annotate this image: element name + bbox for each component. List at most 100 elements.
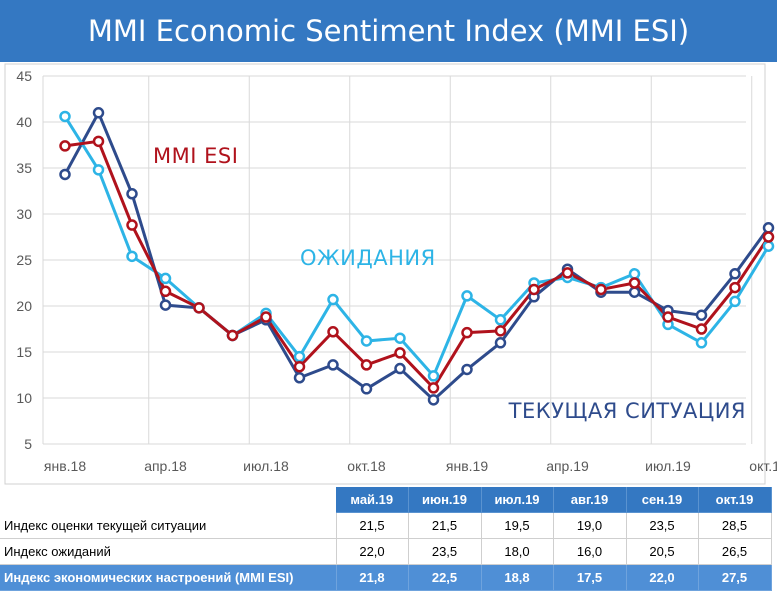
data-point [427,394,440,406]
table-cell: 19,5 [481,512,554,539]
x-tick-label: июл.18 [243,458,289,474]
row-label: Индекс экономических настроений (MMI ESI… [0,564,337,591]
data-point [762,231,775,243]
data-point [92,164,105,176]
y-tick-label: 35 [16,160,32,176]
data-point [260,311,272,323]
table-cell: 28,5 [698,512,772,539]
data-point [394,362,406,375]
y-tick-label: 10 [16,390,32,406]
data-point [461,326,473,339]
table-col-header: май.19 [336,487,409,513]
data-point [159,299,172,311]
data-point [729,295,741,308]
x-tick-label: янв.18 [44,458,86,474]
y-tick-label: 15 [16,344,32,360]
table-cell: 21,5 [336,512,409,539]
data-point [461,363,473,376]
data-point [628,277,641,289]
table-cell: 22,5 [408,564,482,591]
table-row-current: Индекс оценки текущей ситуации 21,5 21,5… [0,512,772,539]
data-point [595,283,607,296]
table-cell: 26,5 [698,538,772,565]
chart-title: MMI Economic Sentiment Index (MMI ESI) [87,14,690,48]
y-tick-label: 45 [16,68,32,84]
y-tick-label: 30 [16,206,32,222]
table-cell: 20,5 [626,538,699,565]
table-row-expectations: Индекс ожиданий 22,0 23,5 18,0 16,0 20,5… [0,538,772,565]
table-cell: 21,5 [408,512,482,539]
data-point [327,326,339,338]
data-point [461,290,473,302]
data-point [327,293,339,306]
data-point [159,285,172,298]
data-point [59,110,71,123]
data-point [762,222,775,234]
data-point [729,268,741,280]
data-point [193,302,205,314]
data-point [494,314,507,326]
y-tick-label: 25 [16,252,32,268]
table-cell: 23,5 [626,512,699,539]
data-point [226,329,239,342]
data-point [92,135,105,148]
data-point [494,337,507,349]
data-point [561,267,574,279]
row-label: Индекс ожиданий [0,538,337,565]
data-point [360,383,373,395]
data-point [628,286,641,298]
data-point [394,347,406,359]
table-row-esi: Индекс экономических настроений (MMI ESI… [0,564,772,591]
data-point [494,325,507,337]
data-point [293,360,306,373]
title-banner [0,0,777,62]
table-col-header: июн.19 [408,487,482,513]
table-col-header: авг.19 [553,487,627,513]
table-cell: 18,0 [481,538,554,565]
data-point [394,332,406,344]
series-line [64,139,770,390]
data-point [92,107,105,119]
y-tick-label: 5 [24,436,32,452]
table-col-header: окт.19 [698,487,772,513]
data-table: май.19 июн.19 июл.19 авг.19 сен.19 окт.1… [0,487,772,591]
label-current: ТЕКУЩАЯ СИТУАЦИЯ [508,399,746,423]
data-point [293,372,306,384]
table-cell: 22,0 [336,538,409,565]
data-point [662,311,674,323]
table-col-header: сен.19 [626,487,699,513]
data-point [360,335,373,347]
x-tick-label: апр.18 [144,458,187,474]
line-chart: 5 10 15 20 25 30 35 40 45 янв.18 апр.18 июл.18 окт.1… [4,63,777,485]
y-tick-label: 20 [16,298,32,314]
data-point [729,281,741,294]
x-tick-label: июл.19 [645,458,691,474]
label-esi: MMI ESI [153,144,238,168]
table-cell: 27,5 [698,564,772,591]
data-point [126,250,138,263]
data-point [126,219,138,231]
data-point [695,309,708,321]
data-point [628,268,641,280]
x-tick-label: окт.18 [347,458,386,474]
data-point [762,240,775,252]
table-cell: 19,0 [553,512,627,539]
data-point [159,272,172,285]
table-cell: 23,5 [408,538,482,565]
data-point [427,370,440,382]
data-point [695,323,708,335]
x-tick-label: окт.19 [749,458,777,474]
data-point [59,140,71,152]
data-point [695,337,708,349]
data-point [360,359,373,371]
x-tick-label: янв.19 [446,458,488,474]
table-cell: 22,0 [626,564,699,591]
data-point [126,188,138,200]
row-label: Индекс оценки текущей ситуации [0,512,337,539]
data-point [327,359,339,371]
table-corner [0,487,336,513]
data-point [293,350,306,363]
x-tick-label: апр.19 [546,458,589,474]
table-header-row: май.19 июн.19 июл.19 авг.19 сен.19 окт.1… [0,487,772,513]
table-cell: 17,5 [553,564,627,591]
